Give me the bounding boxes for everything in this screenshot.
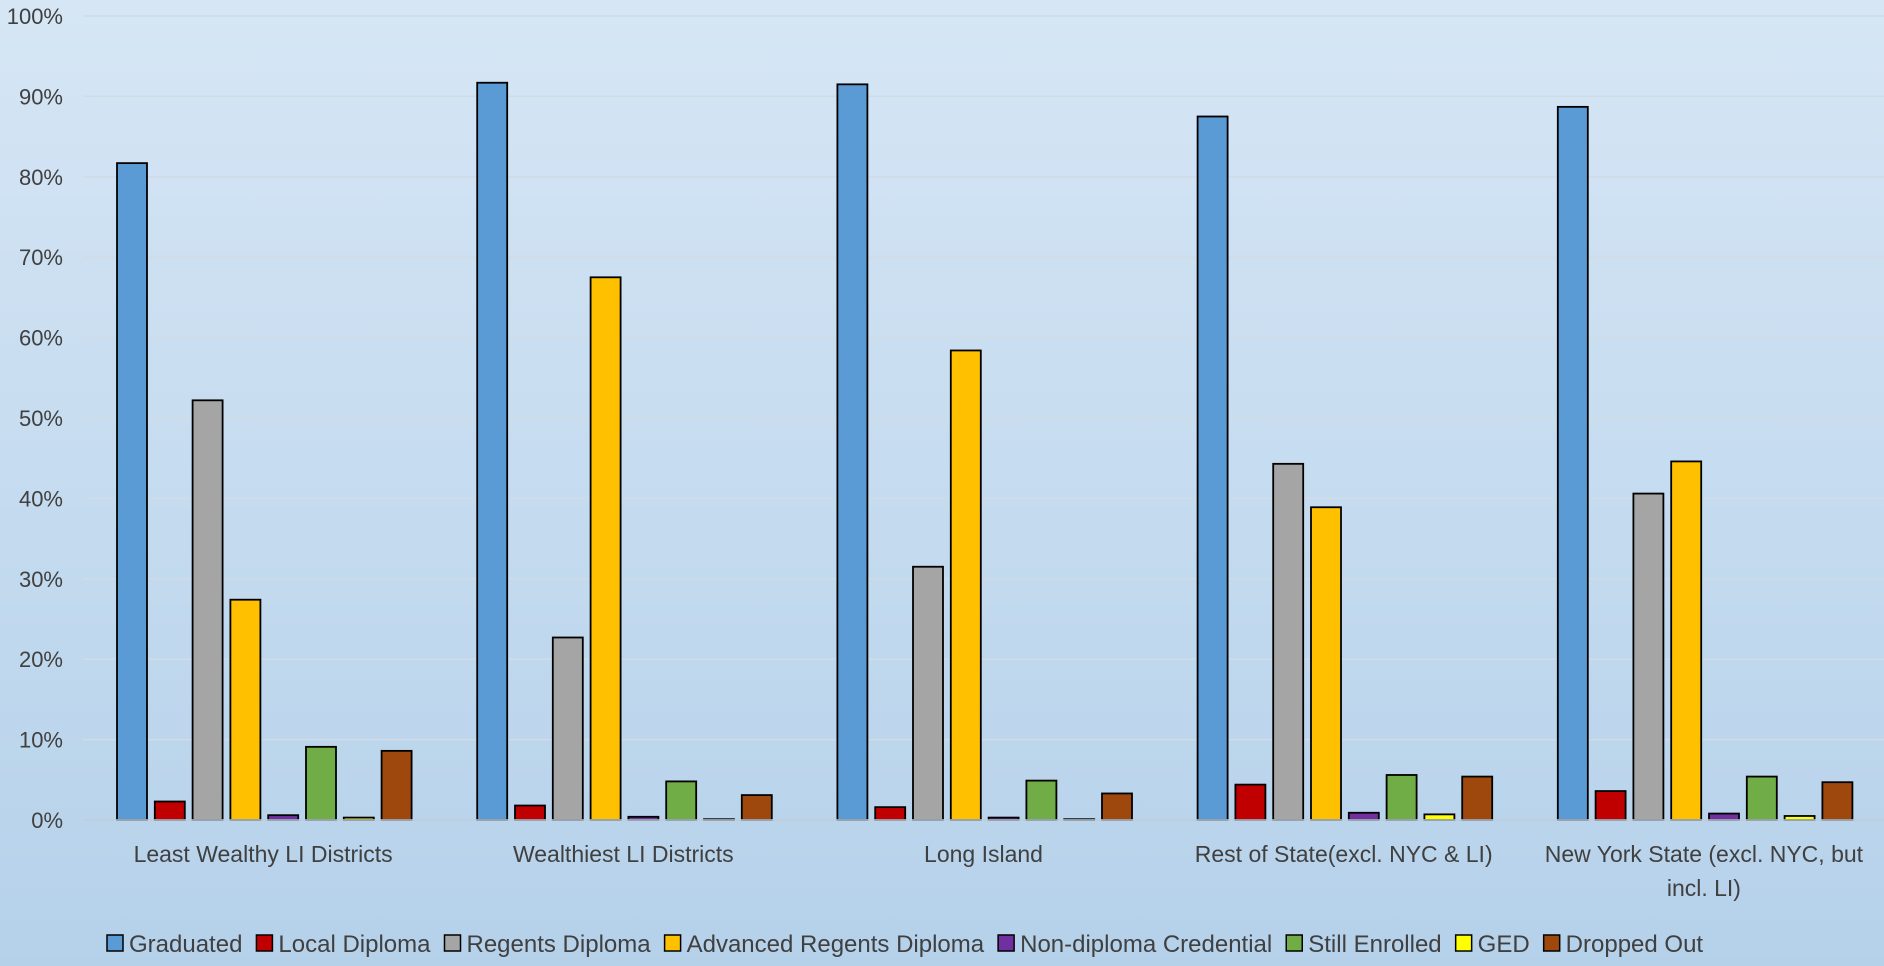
category-label: Least Wealthy LI Districts [134, 841, 393, 867]
legend-item: Non-diploma Credential [997, 931, 1272, 958]
bar-advanced-regents-diploma [949, 349, 982, 821]
bar-advanced-regents-diploma [1310, 506, 1342, 821]
bar-dropped-out [1821, 781, 1854, 821]
bar-advanced-regents-diploma [589, 276, 622, 821]
y-tick-label: 100% [7, 4, 63, 29]
legend-item: Graduated [106, 931, 242, 958]
bar-dropped-out [1461, 775, 1494, 821]
legend: Graduated Local Diploma Regents Diploma Adv… [106, 931, 1704, 958]
category-label: Rest of State(excl. NYC & LI) [1195, 841, 1493, 867]
y-tick-label: 50% [19, 406, 63, 431]
bar-graduated [1556, 105, 1589, 821]
legend-label: Local Diploma [278, 931, 431, 958]
category-labels: Least Wealthy LI Districts Wealthiest LI … [134, 841, 1864, 901]
legend-label: Advanced Regents Diploma [687, 931, 985, 958]
legend-label: GED [1478, 931, 1530, 958]
bar-ged [1423, 813, 1456, 821]
bar-still-enrolled [1025, 779, 1058, 821]
legend-item: Advanced Regents Diploma [663, 931, 985, 958]
legend-label: Graduated [129, 931, 242, 958]
y-tick-label: 10% [19, 728, 63, 753]
y-tick-label: 80% [19, 165, 63, 190]
bar-local-diploma [514, 804, 546, 821]
legend-swatch [1454, 934, 1473, 952]
y-axis-tick-labels: 0% 10% 20% 30% 40% 50% 60% 70% 80% 90% 100% [7, 4, 63, 833]
legend-item: Dropped Out [1542, 931, 1704, 958]
y-tick-label: 60% [19, 326, 63, 351]
legend-swatch [443, 934, 462, 952]
y-tick-label: 90% [19, 84, 63, 109]
legend-swatch [663, 934, 682, 952]
legend-item: Local Diploma [255, 931, 431, 958]
legend-item: GED [1454, 931, 1530, 958]
bar-non-diploma-credential [1708, 812, 1740, 821]
legend-item: Regents Diploma [443, 931, 652, 958]
legend-item: Still Enrolled [1285, 931, 1442, 958]
bar-local-diploma [874, 806, 907, 821]
bar-graduated [476, 81, 509, 821]
bar-dropped-out [1101, 792, 1133, 821]
legend-swatch [255, 934, 274, 952]
category-label: incl. LI) [1667, 875, 1741, 901]
bar-still-enrolled [665, 780, 698, 821]
bar-regents-diploma [1632, 492, 1665, 821]
bar-graduated [1196, 115, 1229, 821]
legend-swatch [1285, 934, 1303, 952]
bar-dropped-out [380, 749, 413, 821]
bars [116, 81, 1854, 821]
bar-graduated [116, 162, 148, 821]
legend-label: Still Enrolled [1308, 931, 1441, 958]
legend-label: Dropped Out [1566, 931, 1704, 958]
bar-regents-diploma [191, 399, 224, 821]
bar-local-diploma [1234, 783, 1267, 821]
bar-still-enrolled [305, 745, 337, 821]
bar-still-enrolled [1745, 775, 1778, 821]
y-tick-label: 20% [19, 647, 63, 672]
bar-regents-diploma [551, 636, 584, 821]
legend-label: Regents Diploma [467, 931, 652, 958]
bar-still-enrolled [1385, 774, 1418, 821]
legend-swatch [997, 934, 1015, 952]
gridlines [83, 15, 1884, 741]
category-label: New York State (excl. NYC, but [1545, 841, 1864, 867]
bar-local-diploma [153, 800, 186, 821]
category-label: Long Island [924, 841, 1043, 867]
bar-regents-diploma [1272, 462, 1305, 821]
bar-advanced-regents-diploma [229, 598, 262, 821]
bar-graduated [836, 83, 869, 821]
bar-regents-diploma [912, 565, 944, 821]
y-tick-label: 0% [31, 808, 63, 833]
y-tick-label: 70% [19, 245, 63, 270]
y-tick-label: 30% [19, 567, 63, 592]
legend-swatch [106, 934, 124, 952]
legend-swatch [1542, 934, 1561, 952]
y-tick-label: 40% [19, 486, 63, 511]
bar-local-diploma [1594, 790, 1627, 821]
bar-dropped-out [740, 794, 773, 821]
category-label: Wealthiest LI Districts [513, 841, 734, 867]
bar-non-diploma-credential [1347, 811, 1380, 821]
legend-label: Non-diploma Credential [1020, 931, 1272, 958]
bar-advanced-regents-diploma [1670, 460, 1703, 821]
